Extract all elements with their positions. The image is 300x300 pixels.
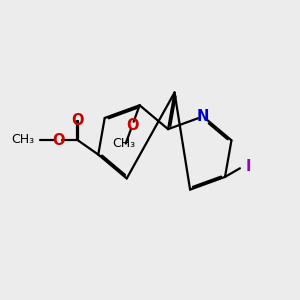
Text: N: N [197,109,209,124]
Text: CH₃: CH₃ [113,137,136,150]
Text: O: O [52,133,64,148]
Text: O: O [126,118,139,133]
Text: O: O [71,113,84,128]
Text: I: I [245,159,251,174]
Text: CH₃: CH₃ [11,133,35,146]
